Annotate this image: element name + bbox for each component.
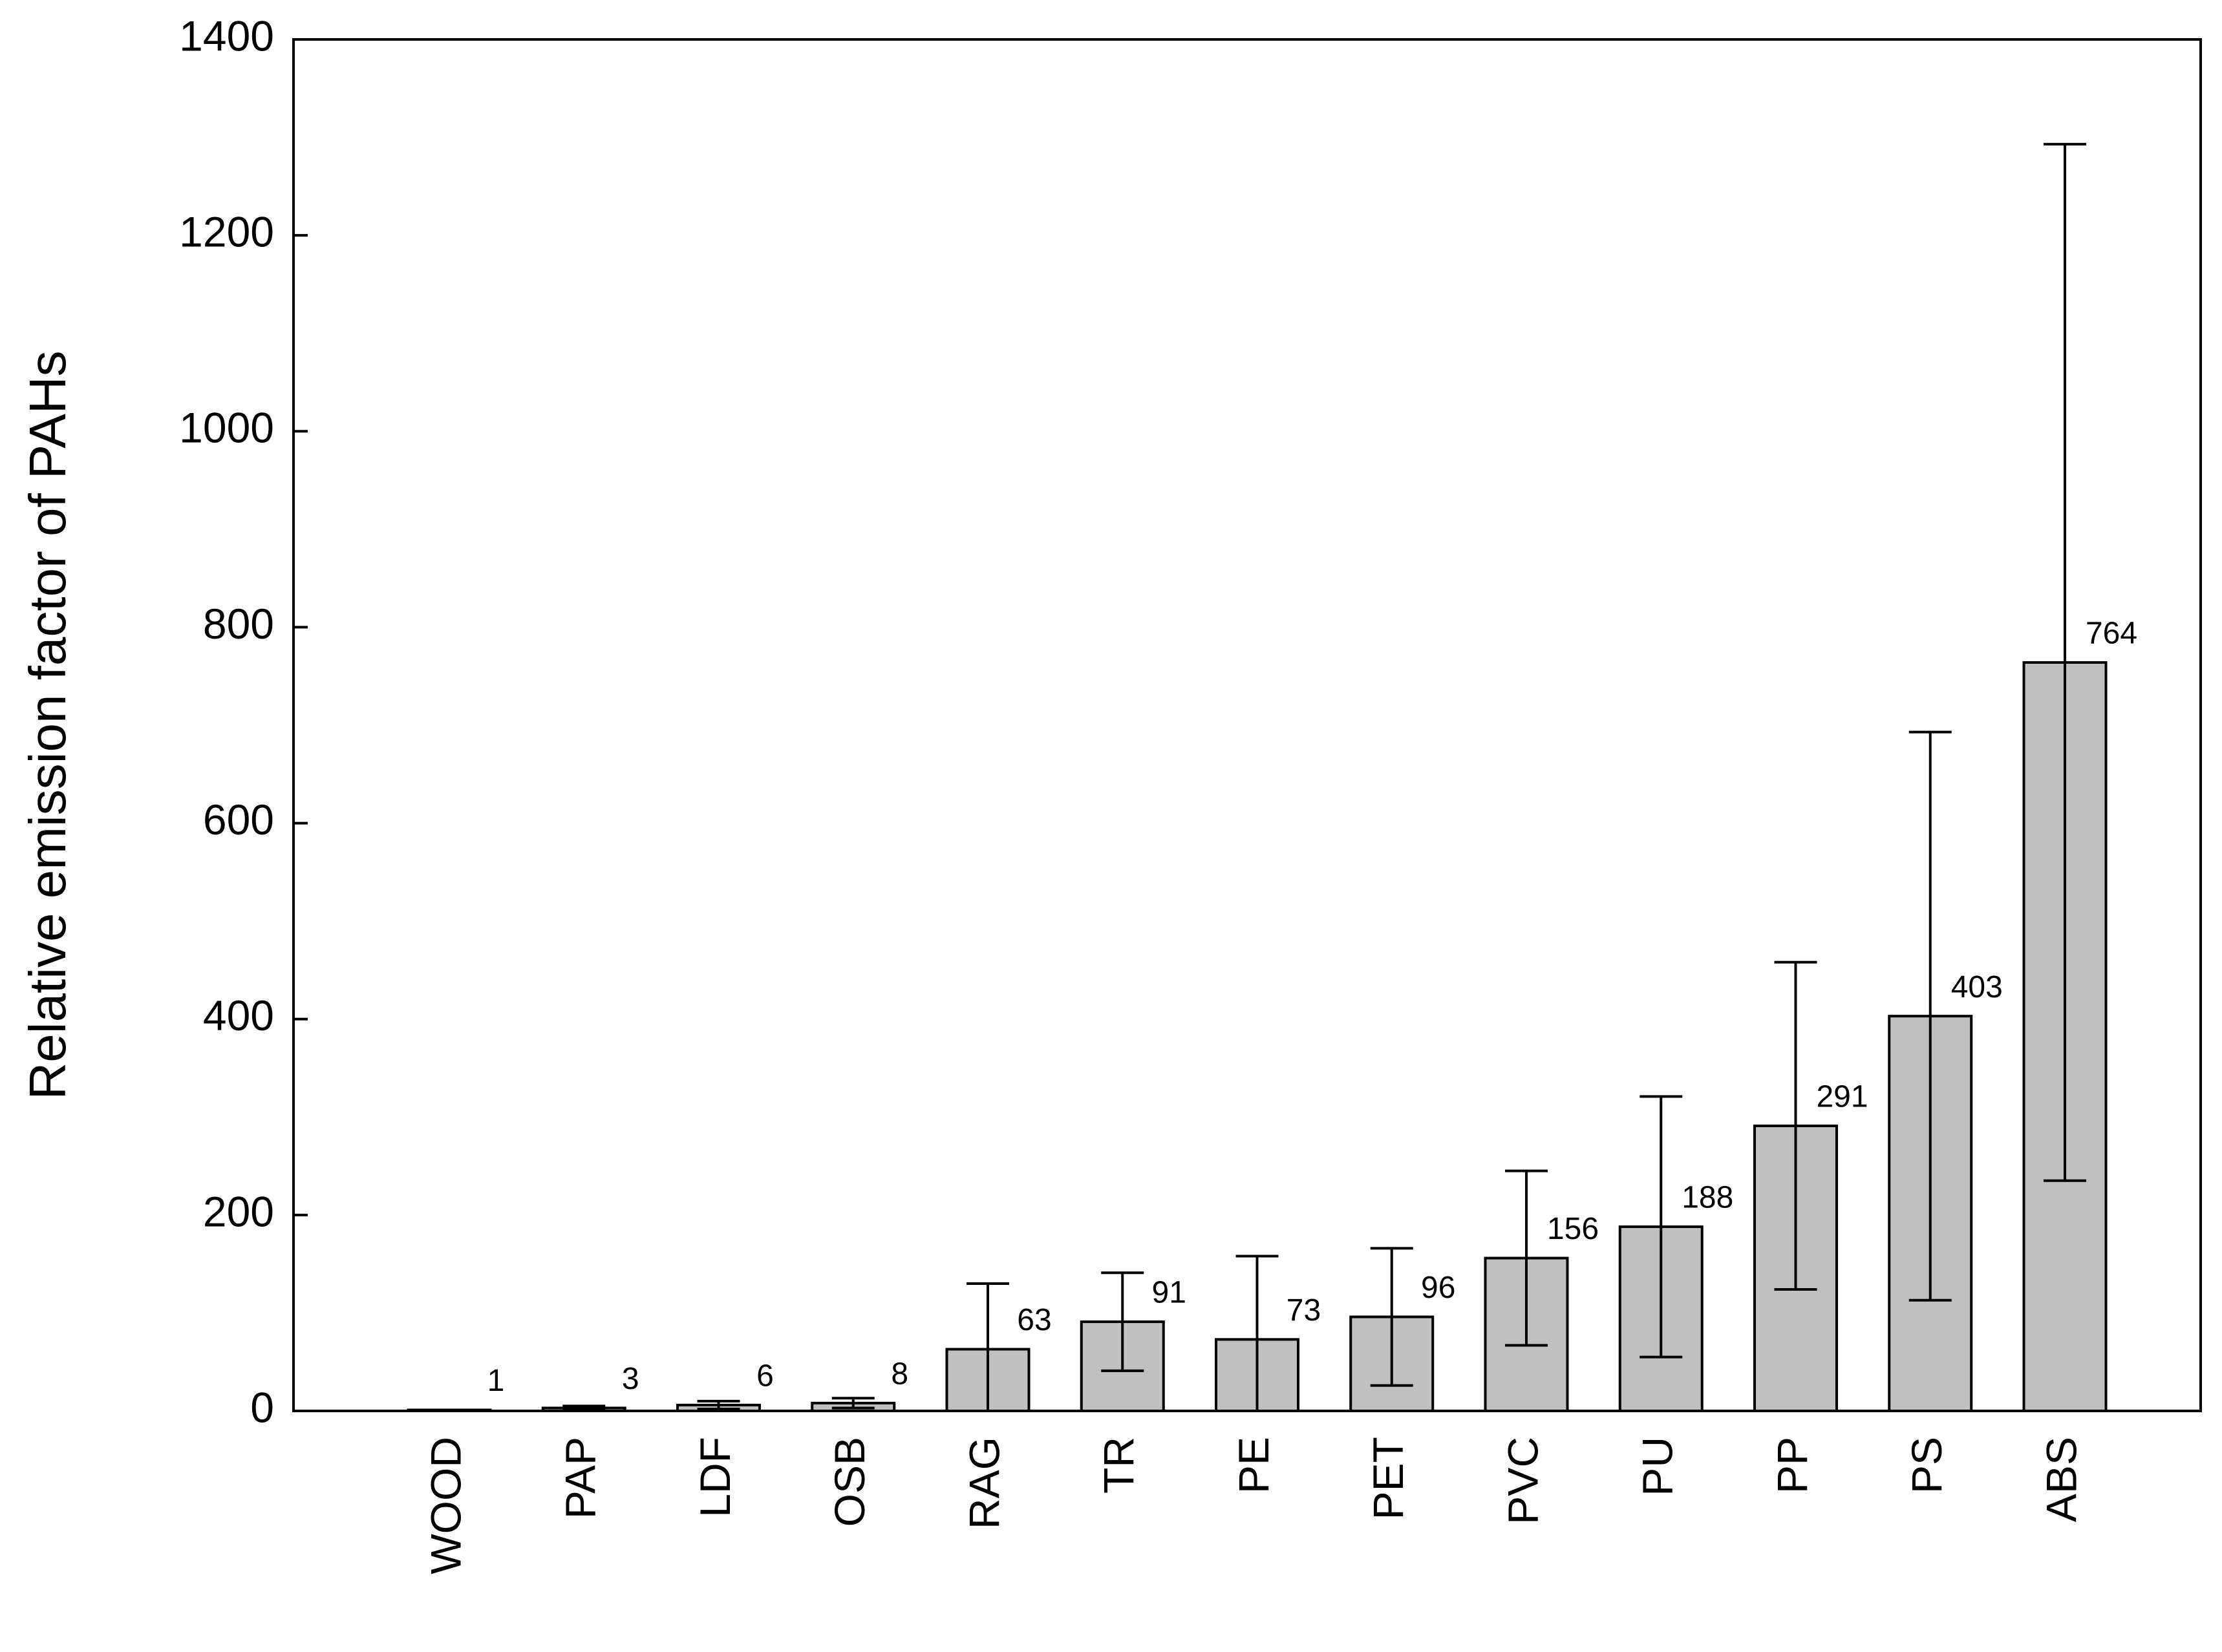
value-label: 156 <box>1547 1212 1599 1246</box>
x-tick-label: PET <box>1364 1437 1412 1520</box>
value-label: 8 <box>891 1357 908 1392</box>
y-tick-label: 1000 <box>179 404 274 452</box>
y-axis-title: Relative emission factor of PAHs <box>19 351 76 1100</box>
value-label: 188 <box>1682 1181 1733 1215</box>
x-tick-label: PE <box>1230 1437 1277 1494</box>
x-tick-label: PAP <box>557 1437 604 1519</box>
x-tick-label: ABS <box>2037 1437 2085 1522</box>
value-label: 1 <box>487 1364 505 1398</box>
value-label: 764 <box>2086 617 2137 651</box>
value-label: 291 <box>1816 1080 1868 1114</box>
value-label: 3 <box>622 1362 639 1396</box>
value-label: 63 <box>1017 1303 1051 1337</box>
x-tick-label: TR <box>1095 1437 1143 1494</box>
x-tick-label: PP <box>1768 1437 1816 1494</box>
y-tick-label: 1200 <box>179 208 274 256</box>
y-tick-label: 200 <box>203 1187 274 1235</box>
value-label: 6 <box>756 1359 774 1393</box>
x-tick-label: LDF <box>691 1437 739 1518</box>
x-tick-label: PU <box>1634 1437 1682 1496</box>
x-tick-label: OSB <box>826 1437 873 1527</box>
y-tick-label: 0 <box>250 1383 274 1431</box>
x-tick-label: RAG <box>960 1437 1008 1529</box>
y-tick-label: 800 <box>203 600 274 648</box>
y-tick-label: 400 <box>203 991 274 1039</box>
x-tick-label: WOOD <box>422 1437 469 1574</box>
y-tick-label: 600 <box>203 796 274 843</box>
bar <box>407 1408 492 1413</box>
x-tick-label: PVC <box>1499 1437 1546 1525</box>
y-tick-label: 1400 <box>179 12 274 59</box>
x-tick-label: PS <box>1903 1437 1950 1494</box>
value-label: 96 <box>1421 1271 1455 1305</box>
value-label: 403 <box>1951 970 2003 1004</box>
value-label: 91 <box>1152 1276 1186 1310</box>
value-label: 73 <box>1287 1293 1321 1328</box>
